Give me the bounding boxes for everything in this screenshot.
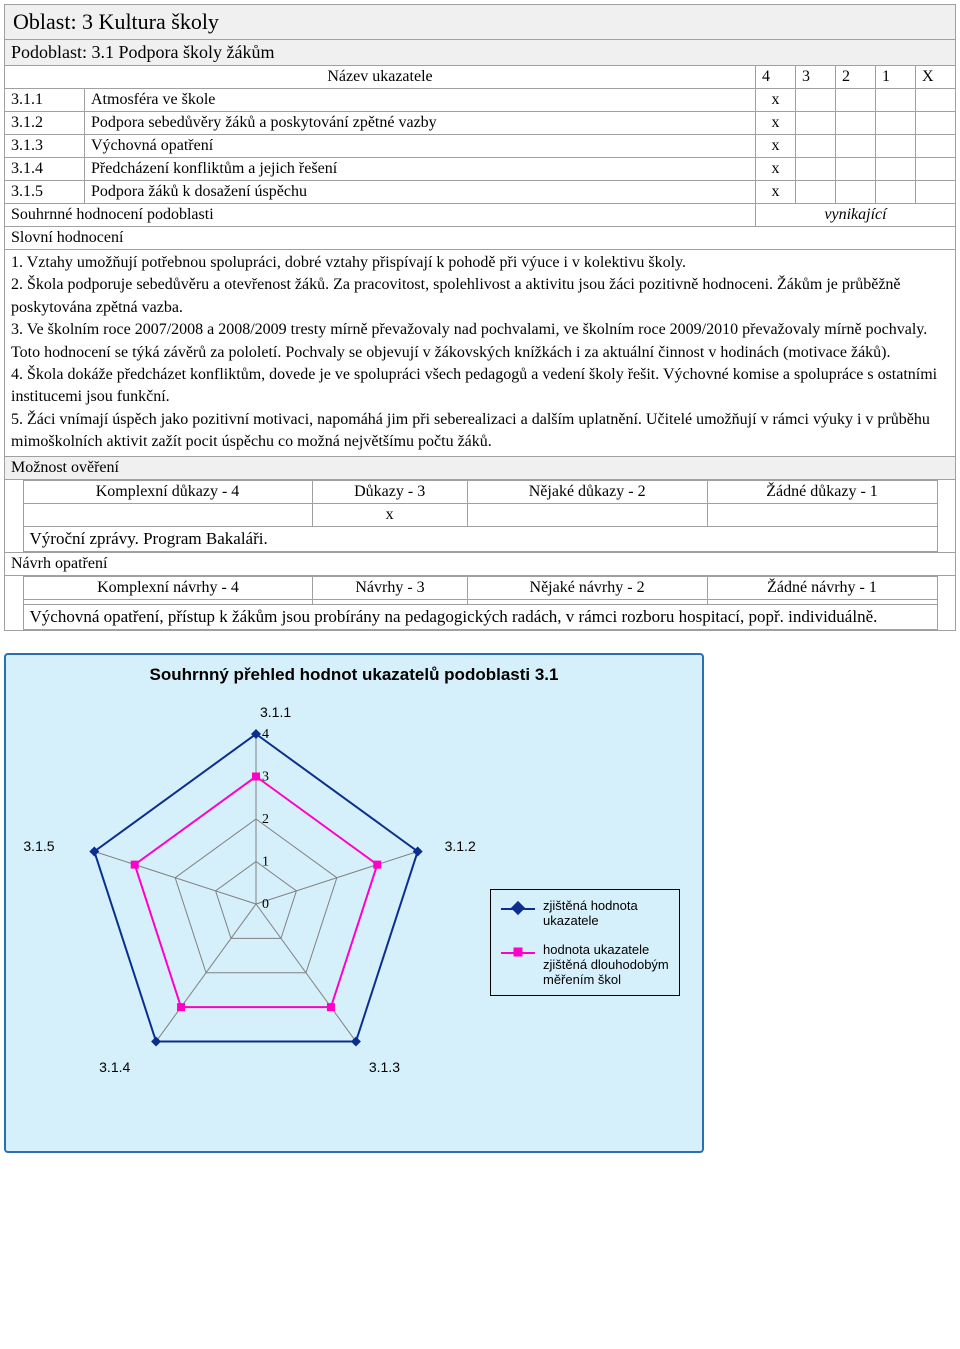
indicator-id: 3.1.1 bbox=[5, 89, 85, 112]
header-col-x: X bbox=[916, 66, 956, 89]
chart-axis-label: 3.1.4 bbox=[99, 1059, 130, 1075]
indicator-row: 3.1.5Podpora žáků k dosažení úspěchux bbox=[5, 181, 956, 204]
indicator-name: Podpora sebedůvěry žáků a poskytování zp… bbox=[85, 112, 756, 135]
evidence-col-4: Komplexní důkazy - 4 bbox=[23, 480, 312, 503]
indicator-mark: x bbox=[756, 89, 796, 112]
indicator-mark bbox=[836, 112, 876, 135]
header-row: Název ukazatele 4 3 2 1 X bbox=[5, 66, 956, 89]
evidence-heading: Možnost ověření bbox=[5, 456, 956, 479]
area-title: Oblast: 3 Kultura školy bbox=[5, 5, 956, 40]
indicator-mark bbox=[916, 89, 956, 112]
indicator-mark bbox=[876, 112, 916, 135]
indicator-id: 3.1.4 bbox=[5, 158, 85, 181]
summary-value: vynikající bbox=[756, 204, 956, 227]
indicator-mark bbox=[836, 135, 876, 158]
svg-text:3: 3 bbox=[262, 769, 269, 784]
header-col-3: 3 bbox=[796, 66, 836, 89]
evidence-col-1: Žádné důkazy - 1 bbox=[707, 480, 937, 503]
evidence-mark-4 bbox=[23, 503, 312, 526]
evidence-note: Výroční zprávy. Program Bakaláři. bbox=[23, 526, 937, 551]
summary-row: Souhrnné hodnocení podoblasti vynikající bbox=[5, 204, 956, 227]
indicator-mark: x bbox=[756, 112, 796, 135]
indicator-mark bbox=[836, 158, 876, 181]
indicator-row: 3.1.3Výchovná opatřeníx bbox=[5, 135, 956, 158]
header-col-4: 4 bbox=[756, 66, 796, 89]
chart-axis-label: 3.1.1 bbox=[260, 704, 291, 720]
chart-axis-label: 3.1.3 bbox=[369, 1059, 400, 1075]
legend-label: zjištěná hodnota ukazatele bbox=[543, 898, 669, 928]
indicator-mark bbox=[876, 89, 916, 112]
proposals-col-1: Žádné návrhy - 1 bbox=[707, 576, 937, 599]
header-col-1: 1 bbox=[876, 66, 916, 89]
indicator-name: Atmosféra ve škole bbox=[85, 89, 756, 112]
proposals-block: Komplexní návrhy - 4 Návrhy - 3 Nějaké n… bbox=[5, 575, 956, 630]
chart-title: Souhrnný přehled hodnot ukazatelů podobl… bbox=[16, 665, 692, 685]
indicator-mark bbox=[876, 158, 916, 181]
proposals-col-3: Návrhy - 3 bbox=[313, 576, 467, 599]
legend-label: hodnota ukazatele zjištěná dlouhodobým m… bbox=[543, 942, 669, 987]
legend-item: hodnota ukazatele zjištěná dlouhodobým m… bbox=[501, 942, 669, 987]
svg-text:1: 1 bbox=[262, 854, 269, 869]
indicator-mark bbox=[796, 89, 836, 112]
indicator-id: 3.1.5 bbox=[5, 181, 85, 204]
legend-item: zjištěná hodnota ukazatele bbox=[501, 898, 669, 928]
indicator-id: 3.1.3 bbox=[5, 135, 85, 158]
svg-text:0: 0 bbox=[262, 897, 269, 912]
indicator-name: Výchovná opatření bbox=[85, 135, 756, 158]
proposals-col-4: Komplexní návrhy - 4 bbox=[23, 576, 313, 599]
proposals-table: Komplexní návrhy - 4 Návrhy - 3 Nějaké n… bbox=[5, 576, 955, 630]
indicator-mark: x bbox=[756, 135, 796, 158]
indicator-mark bbox=[876, 135, 916, 158]
svg-text:4: 4 bbox=[262, 727, 269, 742]
indicator-row: 3.1.1Atmosféra ve školex bbox=[5, 89, 956, 112]
indicator-mark bbox=[796, 158, 836, 181]
indicator-mark bbox=[916, 112, 956, 135]
summary-label: Souhrnné hodnocení podoblasti bbox=[5, 204, 756, 227]
evidence-mark-3: x bbox=[312, 503, 467, 526]
indicator-mark bbox=[916, 158, 956, 181]
verbal-heading: Slovní hodnocení bbox=[5, 227, 956, 250]
chart-axis-label: 3.1.5 bbox=[23, 838, 54, 854]
evidence-table: Komplexní důkazy - 4 Důkazy - 3 Nějaké d… bbox=[5, 480, 955, 552]
indicator-name: Podpora žáků k dosažení úspěchu bbox=[85, 181, 756, 204]
chart-body: 0 1 2 3 4 zjištěná hodnota ukazatele hodnota … bbox=[16, 689, 692, 1109]
indicator-mark: x bbox=[756, 158, 796, 181]
radar-svg: 0 1 2 3 4 bbox=[16, 689, 496, 1109]
indicator-mark bbox=[916, 135, 956, 158]
indicator-mark bbox=[836, 181, 876, 204]
indicator-mark bbox=[836, 89, 876, 112]
indicator-mark bbox=[876, 181, 916, 204]
header-name-label: Název ukazatele bbox=[5, 66, 756, 89]
indicator-mark: x bbox=[756, 181, 796, 204]
header-col-2: 2 bbox=[836, 66, 876, 89]
evaluation-table: Oblast: 3 Kultura školy Podoblast: 3.1 P… bbox=[4, 4, 956, 631]
indicator-mark bbox=[916, 181, 956, 204]
subarea-title: Podoblast: 3.1 Podpora školy žákům bbox=[5, 40, 956, 66]
evidence-col-2: Nějaké důkazy - 2 bbox=[467, 480, 707, 503]
indicator-name: Předcházení konfliktům a jejich řešení bbox=[85, 158, 756, 181]
proposals-note: Výchovná opatření, přístup k žákům jsou … bbox=[23, 604, 937, 629]
indicator-mark bbox=[796, 135, 836, 158]
radar-chart: Souhrnný přehled hodnot ukazatelů podobl… bbox=[4, 653, 704, 1153]
indicator-row: 3.1.2Podpora sebedůvěry žáků a poskytová… bbox=[5, 112, 956, 135]
chart-axis-label: 3.1.2 bbox=[445, 838, 476, 854]
indicator-mark bbox=[796, 112, 836, 135]
evidence-mark-1 bbox=[707, 503, 937, 526]
evidence-mark-2 bbox=[467, 503, 707, 526]
indicator-id: 3.1.2 bbox=[5, 112, 85, 135]
indicator-mark bbox=[796, 181, 836, 204]
evidence-col-3: Důkazy - 3 bbox=[312, 480, 467, 503]
proposals-heading: Návrh opatření bbox=[5, 552, 956, 575]
indicator-row: 3.1.4Předcházení konfliktům a jejich řeš… bbox=[5, 158, 956, 181]
proposals-col-2: Nějaké návrhy - 2 bbox=[467, 576, 707, 599]
evidence-block: Komplexní důkazy - 4 Důkazy - 3 Nějaké d… bbox=[5, 479, 956, 552]
svg-text:2: 2 bbox=[262, 812, 269, 827]
chart-legend: zjištěná hodnota ukazatele hodnota ukazat… bbox=[490, 889, 680, 996]
verbal-text: 1. Vztahy umožňují potřebnou spolupráci,… bbox=[5, 250, 956, 457]
